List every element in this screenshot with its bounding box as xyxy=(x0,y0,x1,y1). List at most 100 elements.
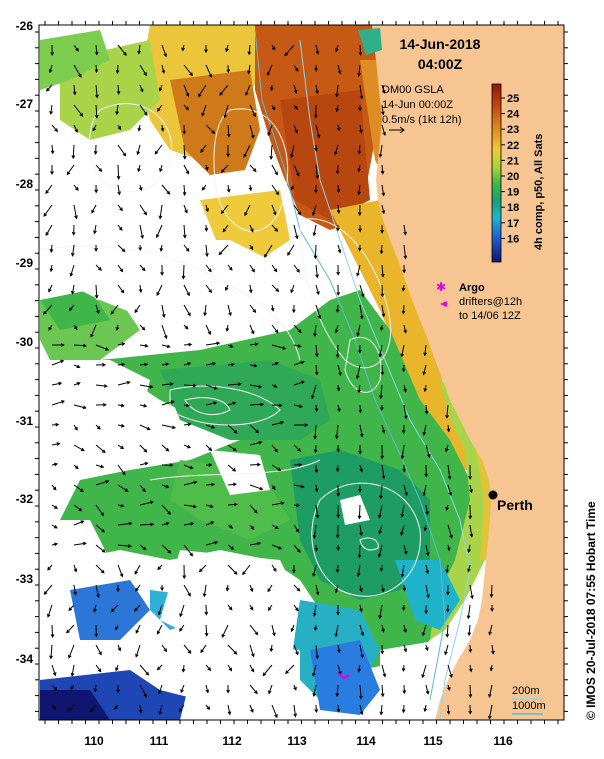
current-arrow-head xyxy=(115,70,120,75)
current-arrow-head xyxy=(160,271,164,276)
current-arrow xyxy=(403,644,407,652)
current-arrow-head xyxy=(488,631,492,636)
current-arrow-head xyxy=(402,690,407,695)
current-arrow xyxy=(50,264,53,272)
current-arrow xyxy=(403,484,408,496)
current-arrow-head xyxy=(206,706,211,710)
current-arrow-head xyxy=(423,708,428,713)
current-arrow-head xyxy=(149,384,154,389)
current-arrow-head xyxy=(337,649,341,654)
current-arrow-head xyxy=(293,686,297,691)
current-arrow-head xyxy=(204,611,209,616)
current-arrow-head xyxy=(100,512,105,517)
current-arrow-head xyxy=(300,360,305,365)
current-arrow-head xyxy=(145,671,150,676)
current-arrow-head xyxy=(360,293,365,298)
current-arrow xyxy=(337,664,342,675)
current-arrow xyxy=(183,544,193,557)
current-arrow xyxy=(444,644,449,655)
current-arrow-head xyxy=(280,420,285,425)
current-arrow-head xyxy=(53,542,59,547)
current-arrow-head xyxy=(336,493,341,497)
current-arrow xyxy=(117,264,123,272)
current-arrow xyxy=(271,204,277,215)
current-arrow-head xyxy=(45,87,50,92)
perth-label: Perth xyxy=(497,497,533,513)
current-arrow xyxy=(227,444,237,452)
current-arrow-head xyxy=(220,210,225,215)
current-arrow-head xyxy=(312,535,317,540)
current-arrow-head xyxy=(379,327,384,332)
current-arrow-head xyxy=(357,515,362,520)
current-arrow xyxy=(359,524,362,536)
current-arrow xyxy=(161,44,167,57)
lat-tick-label: -31 xyxy=(16,414,34,428)
current-arrow-head xyxy=(268,690,272,695)
current-arrow-head xyxy=(445,414,449,419)
current-arrow-head xyxy=(381,628,385,633)
lat-tick-label: -33 xyxy=(16,572,34,586)
current-arrow-head xyxy=(469,533,474,538)
current-arrow xyxy=(205,424,215,429)
current-arrow-head xyxy=(149,500,154,505)
current-arrow xyxy=(183,504,196,508)
current-arrow-head xyxy=(446,710,451,715)
scale-arrow xyxy=(389,126,405,134)
current-arrow xyxy=(271,624,275,636)
current-arrow-head xyxy=(187,422,192,427)
current-arrow-head xyxy=(335,468,340,473)
current-arrow xyxy=(271,444,278,453)
current-arrow xyxy=(313,604,317,616)
current-arrow-head xyxy=(468,668,473,673)
current-arrow xyxy=(285,664,295,674)
current-arrow xyxy=(183,64,193,76)
current-arrow xyxy=(424,344,427,356)
current-arrow-head xyxy=(400,455,405,460)
current-arrow xyxy=(359,684,362,699)
current-arrow-head xyxy=(336,189,341,194)
current-arrow xyxy=(73,184,79,191)
current-arrow-head xyxy=(160,587,164,592)
current-arrow-head xyxy=(402,269,406,274)
current-arrows xyxy=(42,44,495,720)
current-arrow-head xyxy=(258,384,263,389)
current-arrow-head xyxy=(274,525,279,530)
current-arrow xyxy=(491,644,494,654)
current-arrow-head xyxy=(48,326,52,331)
current-arrow xyxy=(93,604,97,612)
current-arrow-head xyxy=(267,607,272,611)
current-arrow xyxy=(221,164,229,173)
current-arrow xyxy=(425,444,430,458)
current-arrow-head xyxy=(315,274,319,279)
current-arrow xyxy=(335,584,339,593)
current-arrow-head xyxy=(270,307,275,312)
current-arrow-head xyxy=(271,486,276,491)
current-arrow xyxy=(337,304,339,313)
current-arrow xyxy=(183,204,188,213)
colorbar-tick-label: 18 xyxy=(507,202,519,214)
current-arrow xyxy=(73,344,86,347)
current-arrow-head xyxy=(273,384,278,388)
current-arrow xyxy=(68,644,75,658)
current-arrow-head xyxy=(74,128,78,133)
current-arrow-head xyxy=(50,171,54,176)
current-arrow xyxy=(270,644,273,652)
current-arrow-head xyxy=(379,567,384,572)
current-arrow xyxy=(249,624,258,635)
current-arrow-head xyxy=(313,114,318,119)
current-arrow-head xyxy=(185,93,190,98)
current-arrow xyxy=(161,324,167,339)
current-arrow-head xyxy=(269,648,274,653)
current-arrow-head xyxy=(336,547,341,552)
current-arrow-head xyxy=(120,445,125,449)
current-arrow-head xyxy=(312,212,316,217)
current-arrow xyxy=(403,244,407,259)
current-arrow xyxy=(315,304,321,319)
current-arrow-head xyxy=(138,289,143,294)
current-arrow xyxy=(205,324,211,335)
current-arrow xyxy=(134,604,141,612)
current-arrow-head xyxy=(357,72,361,77)
current-arrow-head xyxy=(55,422,60,427)
current-arrow xyxy=(111,604,119,612)
current-arrow xyxy=(200,644,207,653)
